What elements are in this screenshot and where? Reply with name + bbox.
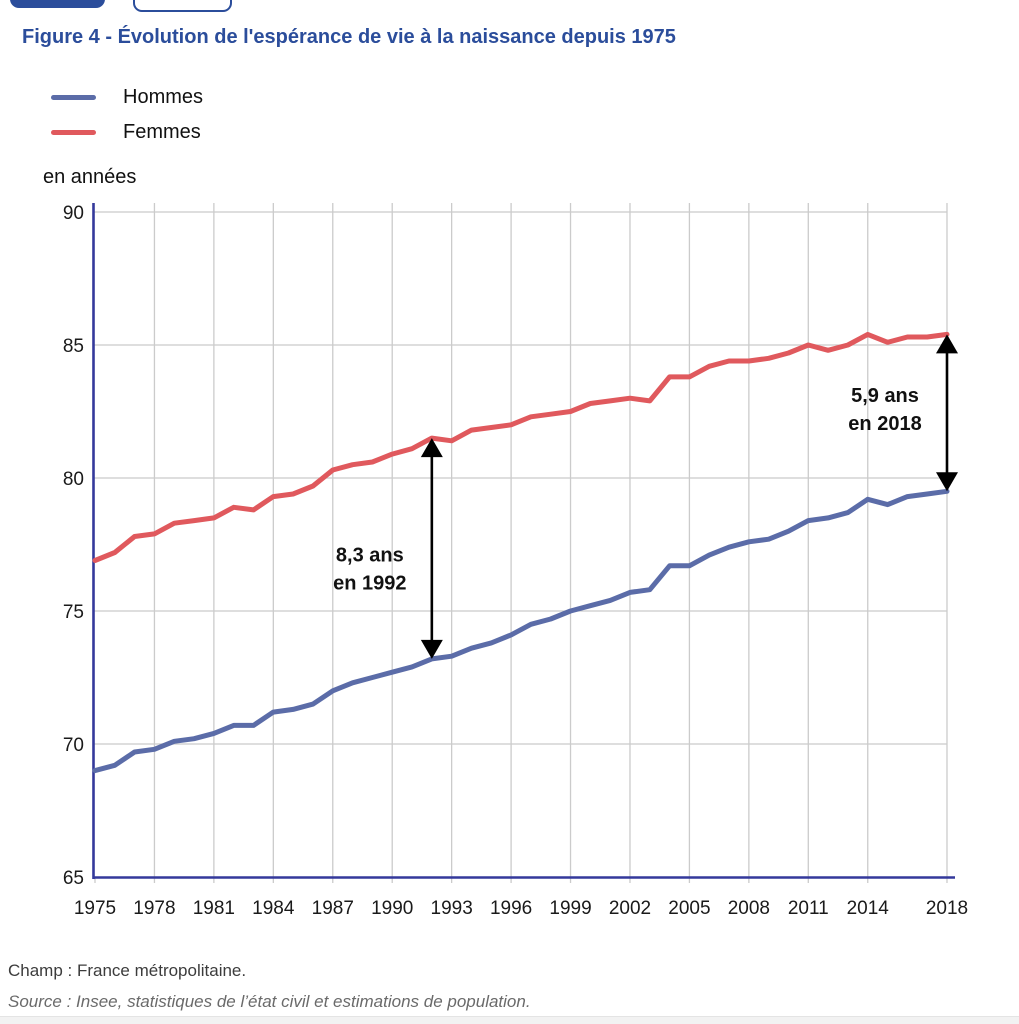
legend-label: Hommes [123,85,204,108]
y-axis-unit-label: en années [43,166,137,188]
x-tick-label: 2011 [788,898,829,919]
gap-arrowhead-up [936,334,958,354]
footer-champ: Champ : France métropolitaine. [8,961,247,980]
footer-source: Source : Insee, statistiques de l’état c… [8,992,531,1011]
tab-button-inactive[interactable] [133,0,232,12]
legend: Hommes Femmes [51,85,203,144]
x-tick-label: 1984 [252,898,295,919]
series-line-femmes [92,331,950,563]
x-tick-label: 2014 [847,898,890,919]
x-tick-label: 2018 [926,898,968,919]
y-tick-label: 65 [63,868,84,889]
gap-arrowhead-down [420,639,443,659]
x-tick-label: 1975 [74,898,116,919]
y-tick-label: 80 [63,469,84,490]
x-tick-label: 1993 [431,898,473,919]
gap-annotation-label: 5,9 ans en 2018 [848,385,921,435]
femmes-line-swatch [51,129,96,135]
x-tick-label: 1990 [371,898,413,919]
series-line-hommes [92,488,950,774]
x-tick-label: 1996 [490,898,532,919]
y-tick-label: 75 [63,602,84,623]
legend-item-femmes: Femmes [51,120,203,144]
bottom-band [0,1016,1019,1024]
y-tick-label: 85 [63,336,84,357]
legend-label: Femmes [123,120,201,143]
x-tick-label: 1981 [193,898,235,919]
legend-item-hommes: Hommes [51,85,203,109]
x-tick-label: 2002 [609,898,651,919]
y-tick-label: 70 [63,735,84,756]
hommes-line-swatch [51,94,96,100]
gap-arrowhead-up [420,438,443,458]
tab-button-active[interactable] [10,0,105,8]
x-tick-label: 2008 [728,898,770,919]
x-tick-label: 1987 [312,898,354,919]
gap-annotation-label: 8,3 ans en 1992 [333,544,406,594]
y-tick-label: 90 [63,203,84,224]
x-tick-label: 1999 [549,898,591,919]
figure-title: Figure 4 - Évolution de l'espérance de v… [22,26,676,48]
x-tick-label: 2005 [668,898,710,919]
gap-arrowhead-down [936,472,958,492]
x-tick-label: 1978 [133,898,175,919]
